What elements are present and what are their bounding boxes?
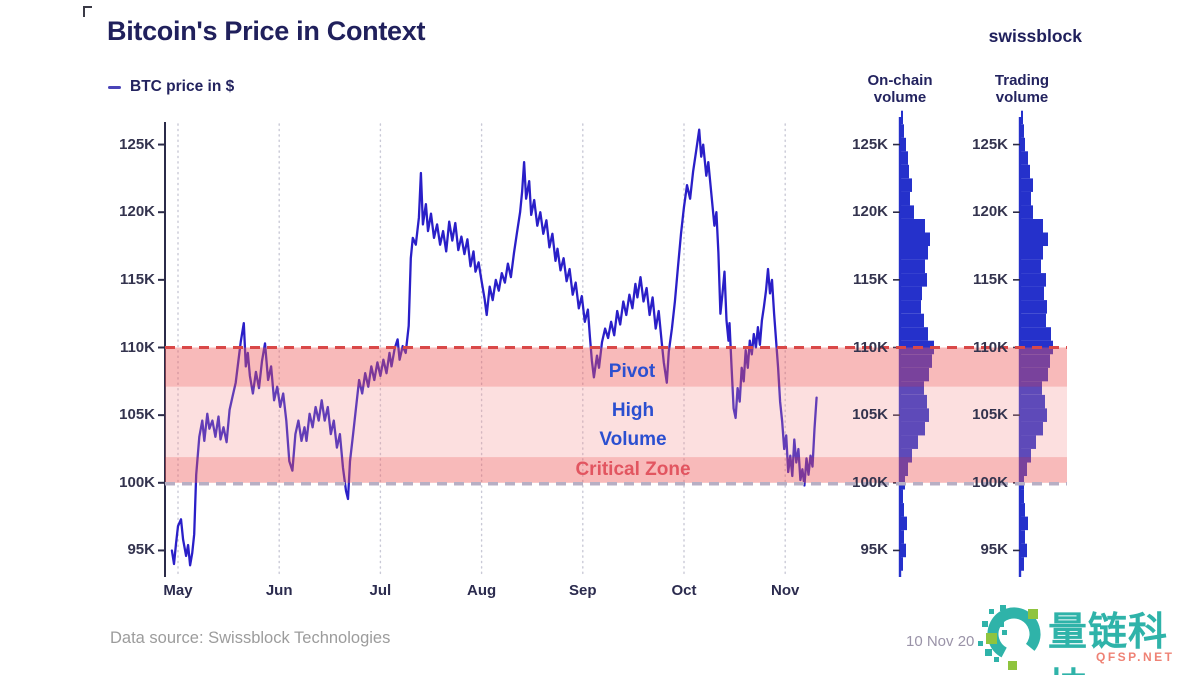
y-axis-tick-label: 115K bbox=[119, 270, 155, 288]
onchain-header-line2: volume bbox=[873, 88, 927, 106]
y-axis-tick-label: 105K bbox=[119, 406, 155, 424]
y-axis-tick-label: 100K bbox=[119, 473, 155, 491]
y-axis-tick-label: 105K bbox=[972, 406, 1008, 424]
y-axis-tick-label: 115K bbox=[972, 270, 1008, 288]
x-axis-month-label: Nov bbox=[771, 582, 800, 599]
y-axis-tick-label: 95K bbox=[980, 541, 1008, 559]
chart-date: 10 Nov 20 bbox=[906, 633, 975, 650]
y-axis-tick-label: 95K bbox=[860, 541, 888, 559]
data-source-note: Data source: Swissblock Technologies bbox=[110, 629, 391, 647]
y-axis-tick-label: 100K bbox=[972, 473, 1008, 491]
y-axis-tick-label: 105K bbox=[852, 406, 888, 424]
y-axis-tick-label: 125K bbox=[119, 135, 155, 153]
trading-header-line2: volume bbox=[995, 88, 1049, 106]
watermark-text: 量链科技 bbox=[1048, 611, 1169, 675]
watermark-qr-logo-icon bbox=[978, 605, 1041, 670]
onchain-header-line1: On-chain bbox=[867, 72, 933, 89]
zone-label-volume: Volume bbox=[599, 429, 667, 450]
y-axis-tick-label: 100K bbox=[852, 473, 888, 491]
page-title: Bitcoin's Price in Context bbox=[107, 16, 426, 46]
brand-logo-text: swissblock bbox=[988, 26, 1082, 46]
x-axis-month-label: Sep bbox=[569, 582, 597, 599]
x-axis-month-label: Oct bbox=[671, 582, 697, 599]
y-axis-tick-label: 110K bbox=[972, 338, 1008, 356]
trading-volume-header: Trading volume bbox=[967, 72, 1077, 106]
legend-label: BTC price in $ bbox=[130, 78, 235, 95]
y-axis-tick-label: 110K bbox=[119, 338, 155, 356]
x-axis-month-label: Jul bbox=[369, 582, 392, 599]
y-axis-tick-label: 125K bbox=[852, 135, 888, 153]
zone-label-pivot: Pivot bbox=[608, 361, 656, 382]
trading-header-line1: Trading bbox=[994, 72, 1050, 89]
legend-line-icon bbox=[108, 85, 121, 89]
onchain-volume-header: On-chain volume bbox=[845, 72, 955, 106]
y-axis-tick-label: 120K bbox=[119, 203, 155, 221]
y-axis-tick-label: 115K bbox=[852, 270, 888, 288]
x-axis-month-label: Jun bbox=[265, 582, 293, 599]
watermark-subtext: QFSP.NET bbox=[1096, 650, 1175, 664]
y-axis-tick-label: 120K bbox=[852, 203, 888, 221]
zone-label-critical: Critical Zone bbox=[575, 459, 691, 480]
x-axis-month-label: May bbox=[163, 582, 193, 599]
y-axis-tick-label: 120K bbox=[972, 203, 1008, 221]
legend: BTC price in $ bbox=[108, 78, 234, 96]
screenshot-artifact bbox=[83, 6, 92, 17]
y-axis-tick-label: 125K bbox=[972, 135, 1008, 153]
zone-label-high: High bbox=[611, 400, 655, 421]
y-axis-tick-label: 110K bbox=[852, 338, 888, 356]
y-axis-tick-label: 95K bbox=[127, 541, 155, 559]
x-axis-month-label: Aug bbox=[467, 582, 497, 599]
